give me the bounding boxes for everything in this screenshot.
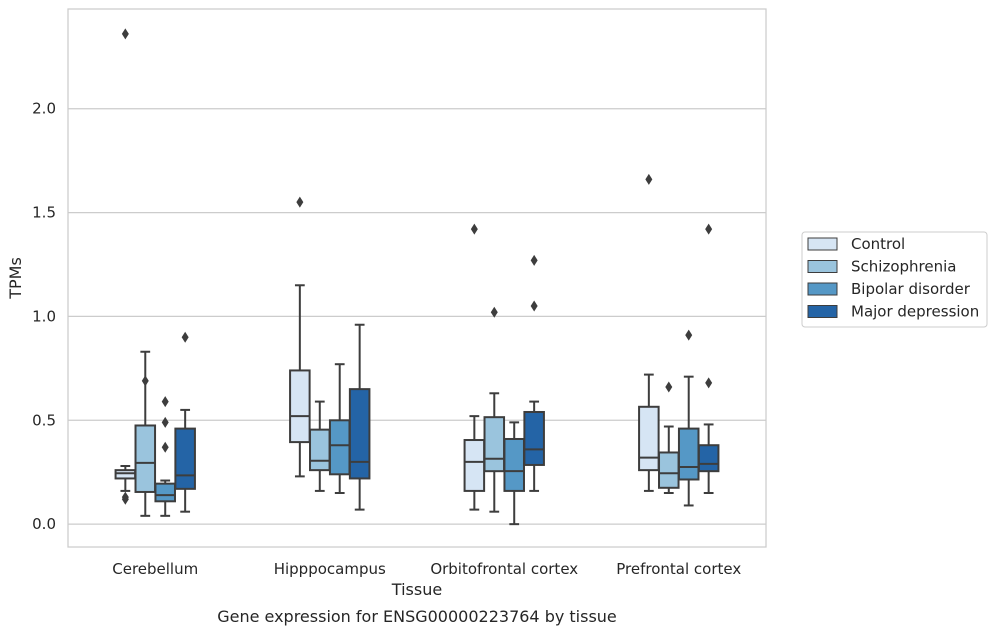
box-3-2 bbox=[677, 329, 700, 507]
outlier-point bbox=[141, 375, 149, 387]
y-axis-ticks: 0.0 0.5 1.0 1.5 2.0 bbox=[32, 100, 56, 533]
box-iqr bbox=[134, 424, 157, 493]
outlier-point bbox=[161, 416, 169, 428]
box-iqr bbox=[523, 410, 545, 466]
box-2-1 bbox=[483, 306, 506, 513]
box-iqr bbox=[697, 444, 720, 473]
box-iqr bbox=[503, 437, 525, 492]
box-iqr bbox=[114, 469, 137, 480]
box-iqr bbox=[289, 369, 311, 444]
box-iqr bbox=[677, 427, 700, 481]
y-tick-label: 1.5 bbox=[32, 204, 56, 222]
outlier-point bbox=[490, 306, 498, 318]
legend-label: Schizophrenia bbox=[851, 258, 956, 276]
legend: Control Schizophrenia Bipolar disorder Majo… bbox=[801, 231, 988, 328]
x-axis-ticks: Cerebellum Hipppocampus Orbitofrontal cort… bbox=[112, 560, 741, 578]
box-1-2 bbox=[328, 363, 351, 494]
y-axis-title: TPMs bbox=[6, 257, 25, 300]
outlier-point bbox=[705, 223, 713, 235]
outlier-point bbox=[161, 441, 169, 453]
x-tick-label: Orbitofrontal cortex bbox=[430, 560, 578, 578]
x-tick-label: Hipppocampus bbox=[274, 560, 386, 578]
box-3-1 bbox=[658, 381, 680, 494]
outlier-point bbox=[181, 331, 189, 343]
legend-swatch bbox=[807, 237, 838, 251]
box-1-0 bbox=[289, 196, 311, 478]
box-iqr bbox=[309, 428, 331, 472]
legend-swatch bbox=[807, 282, 838, 296]
box-2-3 bbox=[523, 254, 545, 492]
outlier-point bbox=[296, 196, 304, 208]
box-3-3 bbox=[697, 223, 720, 494]
x-tick-label: Prefrontal cortex bbox=[616, 560, 741, 578]
y-tick-label: 0.0 bbox=[32, 515, 56, 533]
box-iqr bbox=[328, 419, 351, 476]
box-iqr bbox=[658, 451, 680, 489]
legend-swatch bbox=[807, 305, 838, 318]
outlier-point bbox=[530, 300, 538, 312]
legend-swatch bbox=[807, 260, 838, 273]
box-0-3 bbox=[174, 331, 196, 513]
outlier-point bbox=[705, 377, 713, 389]
outlier-point bbox=[685, 329, 693, 341]
box-iqr bbox=[483, 416, 506, 473]
box-iqr bbox=[463, 439, 486, 492]
outlier-point bbox=[121, 491, 129, 503]
box-iqr bbox=[174, 427, 196, 490]
chart-caption: Gene expression for ENSG00000223764 by t… bbox=[217, 607, 617, 626]
box-0-2 bbox=[154, 396, 176, 517]
outlier-point bbox=[470, 223, 478, 235]
outlier-point bbox=[161, 396, 169, 408]
x-tick-label: Cerebellum bbox=[112, 560, 198, 578]
y-tick-label: 2.0 bbox=[32, 100, 56, 118]
box-groups bbox=[114, 28, 720, 526]
outlier-point bbox=[645, 173, 653, 185]
legend-label: Bipolar disorder bbox=[851, 280, 971, 298]
outlier-point bbox=[121, 28, 129, 40]
box-iqr bbox=[348, 388, 371, 480]
box-2-0 bbox=[463, 223, 486, 511]
plot-area-frame bbox=[67, 8, 767, 548]
box-3-0 bbox=[638, 173, 660, 492]
y-tick-label: 0.5 bbox=[32, 411, 56, 429]
box-1-3 bbox=[348, 323, 371, 511]
x-axis-title: Tissue bbox=[391, 580, 442, 599]
outlier-point bbox=[530, 254, 538, 266]
box-iqr bbox=[638, 405, 660, 472]
box-0-1 bbox=[134, 350, 157, 517]
box-iqr bbox=[154, 482, 176, 503]
y-tick-label: 1.0 bbox=[32, 307, 56, 325]
legend-frame bbox=[801, 231, 988, 328]
legend-label: Control bbox=[851, 235, 905, 253]
box-2-2 bbox=[503, 421, 525, 526]
box-0-0 bbox=[114, 28, 137, 505]
outlier-point bbox=[665, 381, 673, 393]
box-1-1 bbox=[309, 400, 331, 492]
legend-label: Major depression bbox=[851, 303, 979, 321]
